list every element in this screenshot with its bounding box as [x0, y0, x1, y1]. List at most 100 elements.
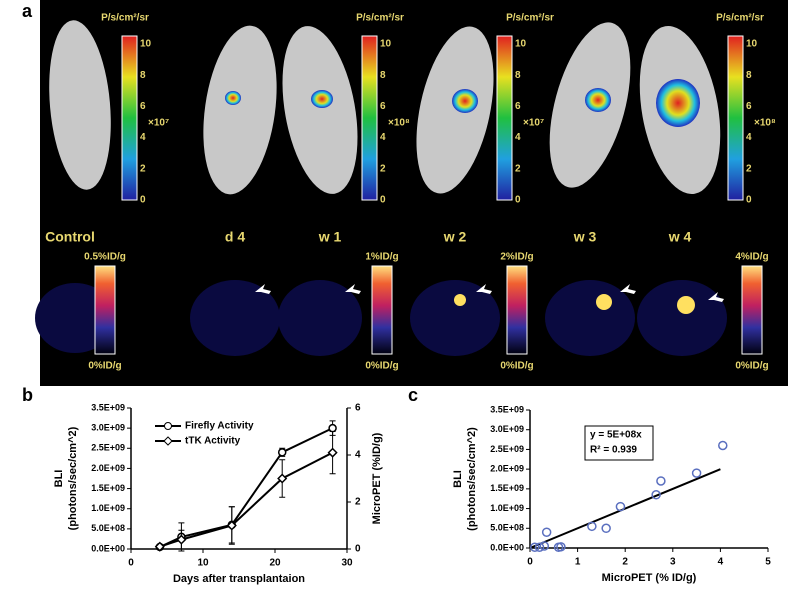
panel-label: a: [22, 1, 33, 21]
x-tick-label: 30: [341, 558, 353, 569]
colorbar-tick-label: 4: [746, 132, 752, 143]
x-axis-label: MicroPET (% ID/g): [602, 572, 697, 584]
y-tick-label: 1.0E+09: [91, 503, 125, 513]
y-tick-label: 5.0E+08: [490, 523, 524, 533]
colorbar-tick-label: 10: [746, 39, 758, 50]
pet-scale-bottom: 0%ID/g: [88, 361, 121, 372]
colorbar-tick-label: 6: [515, 101, 521, 112]
y-axis-label: BLI: [452, 470, 464, 488]
pet-scale-bottom: 0%ID/g: [500, 361, 533, 372]
colorbar-tick-label: 2: [515, 163, 521, 174]
scatter-point: [651, 490, 661, 500]
scatter-point: [656, 476, 666, 486]
y-tick-label: 0.0E+00: [91, 543, 125, 553]
y2-tick-label: 6: [355, 403, 361, 414]
colorbar-unit: P/s/cm²/sr: [101, 13, 149, 24]
y-tick-label: 3.0E+09: [490, 424, 524, 434]
colorbar-tick-label: 2: [380, 163, 386, 174]
x-tick-label: 10: [197, 558, 209, 569]
scatter-point: [541, 527, 552, 537]
pet-colorbar: [506, 265, 528, 355]
scatter-point: [718, 440, 728, 451]
panel-label: b: [22, 385, 33, 405]
colorbar-multiplier: ×10⁸: [388, 118, 410, 129]
x-axis-label: Days after transplantaion: [173, 573, 305, 585]
timepoint-label: w 3: [573, 229, 597, 245]
timepoint-label: w 2: [443, 229, 467, 245]
y-tick-label: 1.0E+09: [490, 503, 524, 513]
colorbar-tick-label: 10: [140, 39, 152, 50]
diamond-marker: [176, 534, 187, 545]
colorbar-tick-label: 4: [140, 132, 146, 143]
legend-marker: [164, 422, 172, 430]
pet-scale-bottom: 0%ID/g: [365, 361, 398, 372]
colorbar-tick-label: 4: [380, 132, 386, 143]
scatter-point: [601, 523, 611, 534]
x-tick-label: 5: [765, 557, 771, 568]
colorbar-unit: P/s/cm²/sr: [716, 13, 764, 24]
x-tick-label: 20: [269, 558, 281, 569]
y-tick-label: 3.5E+09: [490, 404, 524, 414]
y-axis-label: BLI: [53, 470, 65, 488]
colorbar-tick-label: 8: [140, 70, 146, 81]
scatter-point: [530, 542, 540, 552]
x-tick-label: 0: [128, 558, 134, 569]
y-tick-label: 1.5E+09: [91, 483, 125, 493]
colorbar-tick-label: 0: [140, 195, 146, 206]
colorbar-multiplier: ×10⁸: [754, 118, 776, 129]
diamond-marker: [277, 473, 288, 484]
x-tick-label: 2: [622, 557, 628, 568]
pet-scale-top: 0.5%ID/g: [84, 252, 126, 263]
colorbar-tick-label: 8: [746, 70, 752, 81]
y-tick-label: 2.5E+09: [91, 443, 125, 453]
y-tick-label: 2.0E+09: [490, 464, 524, 474]
colorbar-tick-label: 6: [140, 101, 146, 112]
timepoint-label: d 4: [225, 229, 245, 245]
y-tick-label: 0.0E+00: [490, 542, 524, 552]
scatter-point: [615, 501, 626, 512]
legend-label: Firefly Activity: [185, 421, 254, 432]
colorbar-tick-label: 8: [380, 70, 386, 81]
y-axis-label: (photons/sec/cm^2): [67, 426, 79, 530]
colorbar-tick-label: 2: [140, 163, 146, 174]
colorbar-tick-label: 6: [746, 101, 752, 112]
bli-signals: [225, 79, 700, 127]
pet-scale-top: 2%ID/g: [500, 252, 533, 263]
colorbar-tick-label: 10: [380, 39, 392, 50]
diamond-marker: [154, 541, 165, 552]
colorbar-multiplier: ×10⁷: [148, 118, 169, 129]
scatter-point: [691, 468, 702, 478]
pet-colorbar: [741, 265, 763, 355]
annotation: R² = 0.939: [590, 445, 637, 456]
colorbar-tick-label: 2: [746, 163, 752, 174]
panel-label: c: [408, 385, 418, 405]
colorbar-tick-label: 0: [380, 195, 386, 206]
y-axis-label: (photons/sec/cm^2): [466, 427, 478, 531]
legend-label: tTK Activity: [185, 436, 241, 447]
timepoint-label: w 1: [318, 229, 342, 245]
scatter-point: [587, 521, 597, 532]
y2-tick-label: 2: [355, 497, 361, 508]
colorbar: [496, 35, 513, 201]
y-tick-label: 3.0E+09: [91, 423, 125, 433]
colorbar: [361, 35, 378, 201]
trendline: [529, 468, 721, 549]
y2-tick-label: 0: [355, 544, 361, 555]
y-tick-label: 5.0E+08: [91, 523, 125, 533]
arrows: [255, 284, 724, 302]
scatter-point: [534, 542, 545, 552]
timepoint-label: Control: [45, 229, 95, 245]
scatter-point: [539, 541, 550, 551]
annotation: y = 5E+08x: [590, 430, 642, 441]
y2-axis-label: MicroPET (%ID/g): [371, 432, 383, 524]
colorbar-tick-label: 0: [746, 195, 752, 206]
y-tick-label: 1.5E+09: [490, 483, 524, 493]
x-tick-label: 0: [527, 557, 533, 568]
pet-colorbar: [94, 265, 116, 355]
timepoint-label: w 4: [668, 229, 692, 245]
y2-tick-label: 4: [355, 450, 361, 461]
scatter-point: [556, 542, 566, 552]
x-tick-label: 1: [575, 557, 581, 568]
legend-marker: [163, 436, 173, 446]
